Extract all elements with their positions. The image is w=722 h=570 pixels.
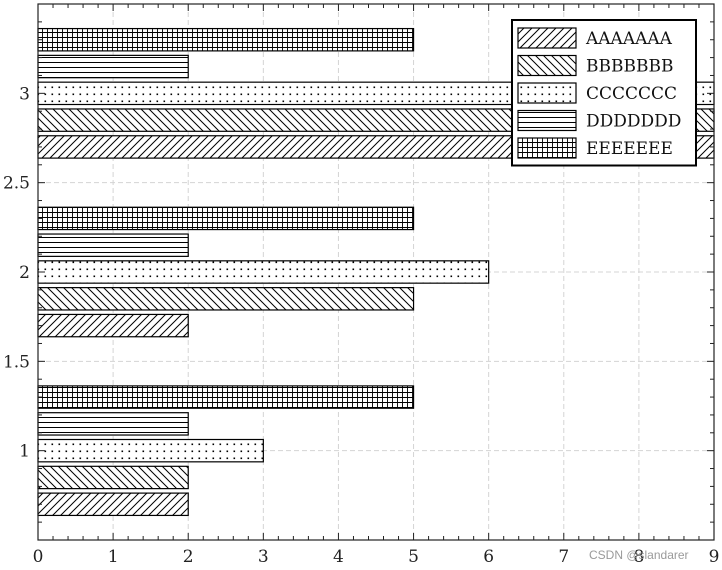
bar-bbbbbbb-2: [37, 287, 415, 311]
y-tick-label: 3: [19, 84, 30, 104]
watermark-text: CSDN @slandarer: [589, 548, 689, 562]
bar-eeeeeee-3: [37, 27, 415, 52]
legend: AAAAAAA BBBBBBB CCCCCCC DDDDDDD EEEEEEE: [511, 19, 697, 167]
legend-label-bbbbbbb: BBBBBBB: [586, 57, 673, 77]
bar-ccccccc-1: [37, 438, 264, 463]
bar-ddddddd-1: [37, 412, 189, 436]
bar-ddddddd-2: [37, 233, 189, 257]
x-tick-label: 1: [108, 547, 119, 567]
legend-label-eeeeeee: EEEEEEE: [586, 139, 673, 159]
y-tick-label: 1.5: [3, 352, 30, 372]
x-tick-label: 3: [258, 547, 269, 567]
x-tick-label: 6: [483, 547, 494, 567]
bar-aaaaaaa-2: [37, 313, 189, 338]
legend-label-ddddddd: DDDDDDD: [586, 112, 681, 132]
legend-swatch-bbbbbbb: [517, 54, 577, 77]
bar-ccccccc-2: [37, 260, 490, 284]
bar-eeeeeee-1: [37, 385, 415, 409]
x-tick-label: 5: [408, 547, 419, 567]
y-tick-label: 2: [19, 263, 30, 283]
x-tick-label: 0: [33, 547, 44, 567]
x-tick-label: 7: [558, 547, 569, 567]
legend-label-aaaaaaa: AAAAAAA: [585, 29, 673, 49]
bar-aaaaaaa-1: [37, 492, 189, 517]
bar-eeeeeee-2: [37, 206, 415, 231]
legend-swatch-eeeeeee: [517, 137, 577, 159]
y-tick-label: 2.5: [3, 174, 30, 194]
legend-swatch-ccccccc: [517, 82, 577, 104]
x-tick-label: 2: [183, 547, 194, 567]
bar-bbbbbbb-1: [37, 465, 189, 490]
legend-swatch-aaaaaaa: [517, 27, 577, 49]
x-tick-label: 8: [633, 547, 644, 567]
x-tick-label: 9: [709, 547, 720, 567]
axes: 0 1 2 3 4 5 6 7 8 9 1 1.5 2 2.5 3: [3, 3, 720, 567]
legend-label-ccccccc: CCCCCCC: [586, 84, 677, 104]
bar-ddddddd-3: [37, 54, 189, 79]
legend-swatch-ddddddd: [517, 109, 577, 132]
x-tick-label: 4: [333, 547, 344, 567]
y-tick-label: 1: [19, 442, 30, 462]
